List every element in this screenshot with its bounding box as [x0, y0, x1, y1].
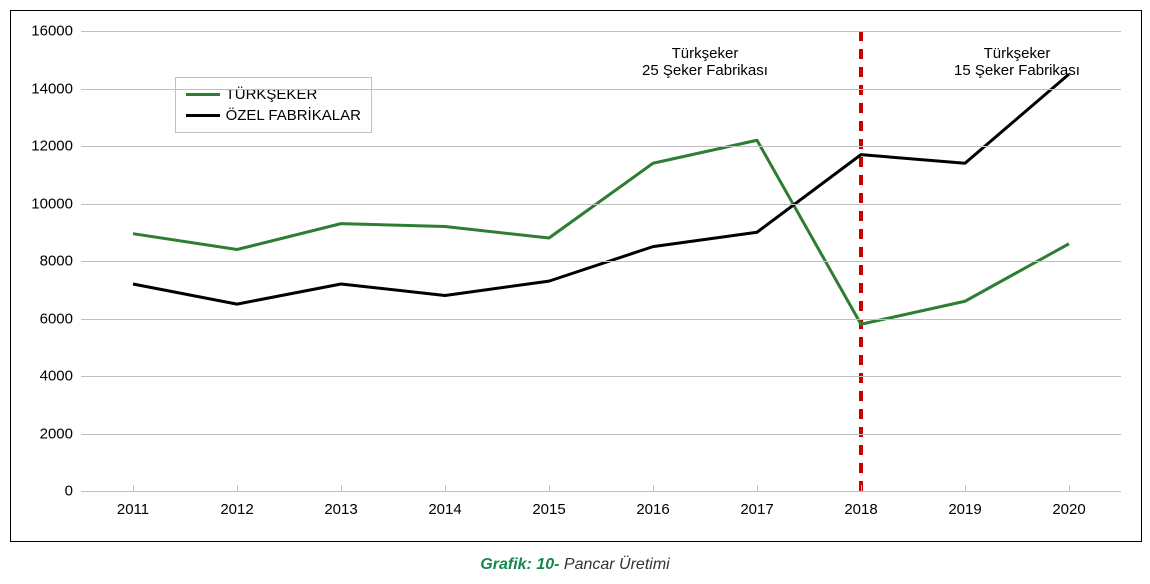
x-tick: [1069, 485, 1070, 491]
x-tick-label: 2011: [117, 501, 149, 518]
x-tick: [133, 485, 134, 491]
gridline: [81, 204, 1121, 205]
x-tick-label: 2013: [324, 501, 357, 518]
gridline: [81, 261, 1121, 262]
gridline: [81, 89, 1121, 90]
gridline: [81, 146, 1121, 147]
y-tick-label: 16000: [31, 23, 73, 40]
y-tick-label: 2000: [40, 425, 73, 442]
gridline: [81, 491, 1121, 492]
x-tick: [445, 485, 446, 491]
gridline: [81, 319, 1121, 320]
y-tick-label: 6000: [40, 310, 73, 327]
annotation: Türkşeker25 Şeker Fabrikası: [642, 45, 768, 79]
y-tick-label: 0: [65, 483, 73, 500]
caption-rest: Pancar Üretimi: [564, 556, 670, 573]
x-tick-label: 2012: [220, 501, 253, 518]
legend-swatch: [186, 93, 220, 96]
annotation-line: Türkşeker: [954, 45, 1080, 62]
x-tick: [861, 485, 862, 491]
x-tick: [341, 485, 342, 491]
legend-item: TÜRKŞEKER: [186, 84, 361, 105]
y-tick-label: 8000: [40, 253, 73, 270]
gridline: [81, 434, 1121, 435]
y-tick-label: 12000: [31, 138, 73, 155]
chart-container: TÜRKŞEKER ÖZEL FABRİKALAR 0 2000 4000 6000 80…: [10, 10, 1142, 542]
x-tick-label: 2015: [532, 501, 565, 518]
x-tick: [653, 485, 654, 491]
x-tick: [549, 485, 550, 491]
x-tick-label: 2016: [636, 501, 669, 518]
legend: TÜRKŞEKER ÖZEL FABRİKALAR: [175, 77, 372, 133]
legend-swatch: [186, 114, 220, 117]
y-tick-label: 4000: [40, 368, 73, 385]
y-tick-label: 10000: [31, 195, 73, 212]
annotation-line: Türkşeker: [642, 45, 768, 62]
legend-label: ÖZEL FABRİKALAR: [226, 107, 361, 124]
annotation: Türkşeker15 Şeker Fabrikası: [954, 45, 1080, 79]
annotation-line: 25 Şeker Fabrikası: [642, 62, 768, 79]
x-tick: [965, 485, 966, 491]
x-tick-label: 2020: [1052, 501, 1085, 518]
legend-item: ÖZEL FABRİKALAR: [186, 105, 361, 126]
x-tick-label: 2017: [740, 501, 773, 518]
gridline: [81, 31, 1121, 32]
annotation-line: 15 Şeker Fabrikası: [954, 62, 1080, 79]
x-tick-label: 2019: [948, 501, 981, 518]
caption-strong: Grafik: 10-: [480, 556, 559, 573]
x-tick: [237, 485, 238, 491]
chart-caption: Grafik: 10- Pancar Üretimi: [10, 556, 1140, 574]
x-tick-label: 2018: [844, 501, 877, 518]
y-tick-label: 14000: [31, 80, 73, 97]
x-tick-label: 2014: [428, 501, 461, 518]
x-tick: [757, 485, 758, 491]
plot-area: TÜRKŞEKERÖZEL FABRİKALAR 020004000600080…: [81, 31, 1121, 491]
gridline: [81, 376, 1121, 377]
